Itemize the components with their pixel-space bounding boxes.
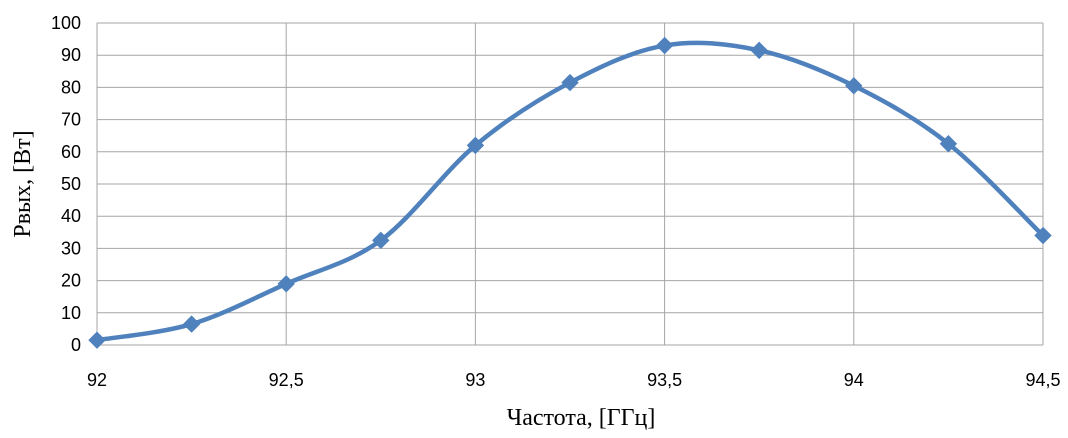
y-tick-label: 60 [61, 142, 81, 162]
data-point [561, 73, 579, 92]
y-tick-label: 30 [61, 238, 81, 258]
data-point [466, 136, 485, 155]
data-point [939, 135, 958, 153]
grid [96, 22, 1044, 346]
data-point [845, 77, 863, 95]
y-tick-label: 100 [51, 13, 81, 33]
y-tick-label: 0 [71, 335, 81, 355]
x-axis-ticks: 92 92,5 93 93,5 94 94,5 [87, 370, 1061, 390]
y-tick-label: 50 [61, 174, 81, 194]
y-tick-label: 80 [61, 77, 81, 97]
y-tick-label: 10 [61, 303, 81, 323]
y-tick-label: 40 [61, 206, 81, 226]
x-tick-label: 93,5 [647, 370, 682, 390]
x-tick-label: 93 [465, 370, 485, 390]
x-tick-label: 94,5 [1025, 370, 1060, 390]
y-tick-label: 20 [61, 271, 81, 291]
data-point [182, 315, 201, 333]
data-point [277, 275, 295, 293]
data-point [1034, 226, 1052, 245]
y-axis-title: Рвых, [Вт] [10, 130, 36, 237]
series [88, 36, 1052, 349]
data-point [655, 36, 674, 55]
y-axis-ticks: 0 10 20 30 40 50 60 70 80 90 100 [51, 13, 81, 355]
x-tick-label: 94 [844, 370, 864, 390]
y-tick-label: 90 [61, 45, 81, 65]
y-tick-label: 70 [61, 110, 81, 130]
x-tick-label: 92 [87, 370, 107, 390]
data-point [372, 231, 390, 250]
data-point [750, 41, 768, 60]
x-axis-title: Частота, [ГГц] [507, 405, 656, 431]
x-tick-label: 92,5 [269, 370, 304, 390]
data-point [88, 331, 106, 349]
